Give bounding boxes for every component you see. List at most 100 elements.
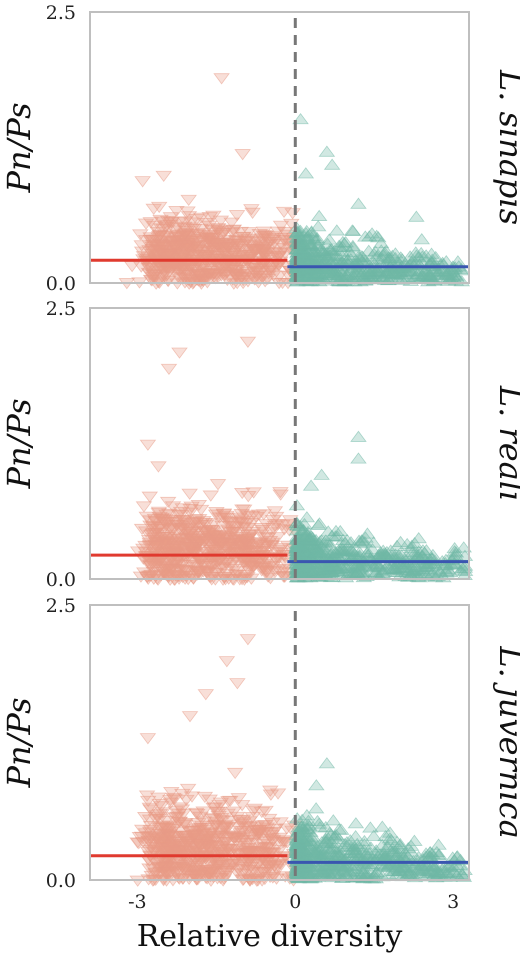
y-tick-label: 0.0 [46, 870, 76, 892]
scatter-point [205, 210, 222, 222]
scatter-point [212, 230, 230, 242]
scatter-point [207, 545, 225, 557]
scatter-point [410, 251, 428, 263]
scatter-point [204, 236, 222, 248]
scatter-point [133, 240, 151, 252]
scatter-point [184, 222, 202, 234]
scatter-point [171, 234, 189, 246]
scatter-point [169, 222, 186, 234]
scatter-point [216, 243, 234, 255]
scatter-point [171, 523, 188, 535]
scatter-point [141, 269, 159, 281]
scatter-point [288, 270, 306, 282]
scatter-point [169, 230, 187, 242]
scatter-point [245, 487, 262, 499]
scatter-point [218, 510, 235, 523]
scatter-point [179, 243, 197, 255]
scatter-point [158, 516, 176, 528]
scatter-point [178, 566, 195, 578]
scatter-point [202, 490, 220, 502]
scatter-point [308, 779, 325, 791]
scatter-point [168, 206, 185, 218]
scatter-point [239, 491, 257, 503]
scatter-point [222, 517, 240, 529]
scatter-point [186, 517, 204, 529]
scatter-point [318, 145, 336, 157]
scatter-point [179, 206, 196, 218]
scatter-point [190, 567, 208, 579]
scatter-point [412, 246, 430, 259]
scatter-point [162, 515, 179, 527]
scatter-point [184, 518, 202, 530]
scatter-point [197, 689, 215, 701]
scatter-point [255, 230, 272, 242]
scatter-point [205, 529, 223, 541]
scatter-point [218, 656, 236, 668]
scatter-point [255, 244, 273, 256]
scatter-point [239, 523, 257, 535]
scatter-point [176, 216, 194, 228]
scatter-point [138, 511, 156, 523]
scatter-point [144, 528, 161, 541]
scatter-point [165, 243, 183, 255]
scatter-point [298, 511, 316, 523]
scatter-point [350, 197, 367, 209]
scatter-point [227, 534, 244, 546]
y-tick-label: 0.0 [46, 273, 76, 295]
scatter-point [233, 487, 251, 500]
y-axis-label: Pn/Ps [0, 102, 38, 193]
scatter-point [154, 248, 172, 260]
scatter-point [181, 488, 198, 500]
scatter-point [298, 224, 315, 237]
scatter-point [160, 363, 178, 376]
scatter-point [135, 501, 153, 513]
scatter-point [202, 542, 220, 555]
scatter-point [408, 210, 425, 222]
scatter-point [299, 252, 316, 264]
plot-frame [89, 11, 470, 284]
scatter-point [297, 167, 315, 179]
scatter-point [239, 336, 257, 348]
scatter-point [324, 268, 341, 280]
scatter-point [167, 570, 184, 582]
scatter-point [139, 439, 157, 451]
above-zero-points [288, 757, 473, 884]
scatter-point [151, 230, 169, 242]
scatter-point [351, 251, 368, 263]
scatter-point [325, 814, 342, 826]
scatter-point [365, 247, 383, 259]
scatter-point [310, 209, 328, 221]
scatter-point [139, 733, 157, 745]
below-zero-points [129, 634, 303, 887]
scatter-point [209, 479, 227, 491]
scatter-point [147, 543, 165, 555]
scatter-point [152, 223, 170, 235]
panel-l-reali: 2.5 0.0 Pn/Ps L. reali [0, 298, 520, 591]
scatter-point [156, 252, 174, 264]
scatter-point [359, 527, 376, 539]
scatter-point [151, 522, 169, 534]
scatter-point [155, 170, 172, 183]
scatter-point [151, 245, 168, 257]
scatter-point [201, 212, 219, 224]
scatter-point [174, 572, 192, 584]
scatter-point [270, 250, 287, 263]
scatter-point [434, 264, 451, 276]
scatter-point [228, 210, 246, 222]
scatter-point [183, 541, 200, 554]
below-zero-points [118, 73, 303, 290]
scatter-point [420, 268, 438, 280]
scatter-point [214, 538, 232, 550]
scatter-point [387, 247, 404, 259]
scatter-point [357, 531, 374, 543]
scatter-point [234, 247, 252, 259]
scatter-point [182, 504, 199, 516]
scatter-point [370, 264, 388, 277]
scatter-point [344, 224, 362, 237]
scatter-point [274, 519, 291, 531]
scatter-point [192, 504, 210, 517]
scatter-point [224, 526, 242, 539]
scatter-point [264, 231, 281, 243]
scatter-point [150, 461, 167, 473]
